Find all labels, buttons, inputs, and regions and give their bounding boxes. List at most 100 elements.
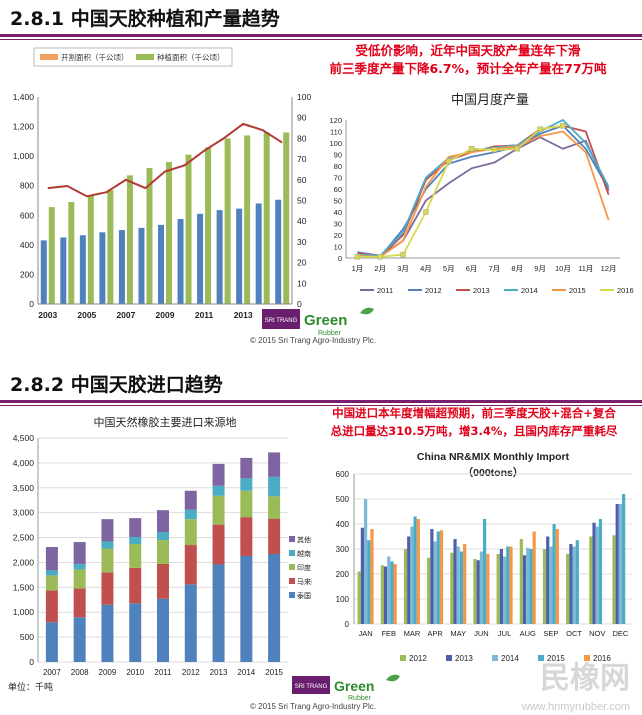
bar-2015 bbox=[552, 524, 556, 624]
bar-tapped-area bbox=[216, 210, 223, 304]
series-line-2012 bbox=[357, 124, 610, 258]
bar-2012 bbox=[403, 549, 408, 624]
section2-title: 2.8.2 中国天胶进口趋势 bbox=[10, 374, 223, 396]
bar-segment-泰国 bbox=[212, 564, 225, 662]
logo-brand-2: Green bbox=[334, 678, 374, 694]
bar-segment-其他 bbox=[240, 457, 253, 479]
xtick-label: FEB bbox=[381, 629, 396, 638]
legend-label-其他: 其他 bbox=[297, 535, 311, 544]
bar-segment-泰国 bbox=[184, 584, 197, 662]
legend-label-2015: 2015 bbox=[569, 286, 586, 295]
series-marker-2016 bbox=[400, 251, 406, 258]
section2-rule bbox=[0, 400, 642, 403]
bar-tapped-area bbox=[60, 237, 67, 304]
bar-segment-泰国 bbox=[157, 598, 169, 662]
import-chart-subtitle: （000tons） bbox=[463, 466, 524, 479]
bar-2016 bbox=[509, 546, 513, 624]
bar-segment-越南 bbox=[45, 570, 58, 576]
bar-2015 bbox=[622, 494, 626, 624]
bar-2015 bbox=[483, 519, 487, 624]
bar-segment-其他 bbox=[45, 547, 58, 571]
xtick-label: SEP bbox=[543, 629, 558, 638]
section1-title: 2.8.1 中国天胶种植和产量趋势 bbox=[10, 8, 280, 30]
bar-segment-印度 bbox=[101, 548, 114, 573]
bar-2016 bbox=[416, 519, 420, 624]
bar-2014 bbox=[479, 551, 484, 624]
bar-tapped-area bbox=[197, 213, 204, 304]
ytick-label: 200 bbox=[20, 269, 34, 279]
xtick-label: JAN bbox=[358, 629, 372, 638]
bar-planted-area bbox=[283, 132, 290, 304]
series-marker-2016 bbox=[423, 209, 429, 215]
bar-segment-越南 bbox=[101, 541, 114, 549]
section1-callout: 受低价影响，近年中国天胶产量连年下滑 前三季度产量下降6.7%，预计全年产量在7… bbox=[300, 42, 636, 78]
xtick-label: 1月 bbox=[352, 264, 364, 273]
sources-chart-title: 中国天然橡胶主要进口来源地 bbox=[94, 415, 237, 429]
series-marker-2016 bbox=[468, 146, 475, 152]
xtick-label: 2013 bbox=[234, 310, 253, 320]
bar-2016 bbox=[486, 554, 490, 624]
bar-2014 bbox=[572, 546, 576, 624]
monthly-import-chart: China NR&MIX Monthly Import （000tons） 0 1… bbox=[336, 451, 632, 663]
copyright-top: © 2015 Sri Trang Agro-Industry Plc. bbox=[250, 336, 376, 345]
bar-tapped-area bbox=[40, 240, 47, 304]
ytick-label: 80 bbox=[334, 162, 342, 171]
bar-segment-其他 bbox=[73, 542, 86, 564]
output-line bbox=[47, 122, 283, 198]
bar-segment-其他 bbox=[157, 510, 169, 533]
ytick-label: 60 bbox=[334, 185, 342, 194]
monthly-output-chart: 中国月度产量 0 10 20 30 40 50 60 70 80 90 100 110 120 1月 2月 3… bbox=[329, 92, 634, 295]
bar-segment-印度 bbox=[45, 575, 58, 591]
bar-segment-泰国 bbox=[129, 603, 142, 662]
xtick-label: JUL bbox=[498, 629, 511, 638]
xtick-label: 10月 bbox=[555, 264, 571, 273]
bar-2012 bbox=[380, 565, 384, 624]
xtick-label: 11月 bbox=[578, 264, 593, 273]
bar-segment-马来西亚 bbox=[45, 590, 58, 623]
legend-label-2014: 2014 bbox=[521, 286, 538, 295]
legend-swatch-越南 bbox=[289, 550, 295, 556]
bar-planted-area bbox=[244, 135, 251, 304]
ytick-label: 300 bbox=[336, 545, 350, 554]
bar-segment-印度 bbox=[129, 544, 142, 568]
green-rubber-logo-top: SRI TRANG Green Rubber bbox=[262, 305, 382, 343]
legend-label-越南: 越南 bbox=[297, 549, 311, 558]
legend-label-2012: 2012 bbox=[425, 286, 442, 295]
bar-2015 bbox=[367, 540, 371, 624]
ytick-label: 40 bbox=[334, 208, 342, 217]
xtick-label: 3月 bbox=[397, 264, 409, 273]
unit-label: 单位：千吨 bbox=[8, 683, 54, 693]
ytick-label: 3,000 bbox=[13, 508, 35, 518]
ytick-label: 600 bbox=[336, 470, 350, 479]
bar-segment-印度 bbox=[157, 540, 169, 564]
bar-tapped-area bbox=[275, 199, 282, 304]
bar-planted-area bbox=[166, 162, 172, 304]
bar-segment-印度 bbox=[268, 496, 281, 519]
green-rubber-logo-bottom: SRI TRANG Green Rubber bbox=[292, 672, 412, 706]
legend-swatch-2015 bbox=[538, 655, 544, 661]
legend-swatch-2014 bbox=[492, 655, 498, 661]
ytick-label: 4,500 bbox=[13, 433, 35, 443]
legend-swatch-2013 bbox=[446, 655, 452, 661]
xtick-label: 6月 bbox=[466, 264, 478, 273]
bar-planted-area bbox=[126, 175, 133, 304]
ytick-label: 1,000 bbox=[13, 607, 35, 617]
xtick-label: 4月 bbox=[420, 264, 432, 273]
green-rubber-logo-icon-2: SRI TRANG Green Rubber bbox=[292, 674, 400, 702]
ytick-right-label: 60 bbox=[297, 175, 307, 185]
watermark-url: www.hnmyrubber.com bbox=[521, 701, 630, 713]
bar-2013 bbox=[522, 555, 527, 624]
bar-2012 bbox=[612, 535, 616, 624]
xtick-label: 9月 bbox=[534, 264, 546, 273]
xtick-label: 2013 bbox=[210, 668, 228, 677]
xtick-label: APR bbox=[427, 629, 443, 638]
logo-company: SRI TRANG bbox=[265, 318, 298, 324]
legend-label-2016: 2016 bbox=[617, 286, 634, 295]
bar-planted-area bbox=[68, 201, 75, 304]
series-marker-2016 bbox=[446, 158, 452, 165]
ytick-label: 0 bbox=[345, 620, 350, 629]
ytick-label: 0 bbox=[29, 299, 34, 309]
ytick-label: 1,400 bbox=[13, 92, 35, 102]
xtick-label: NOV bbox=[589, 629, 605, 638]
xtick-label: 2012 bbox=[182, 668, 200, 677]
